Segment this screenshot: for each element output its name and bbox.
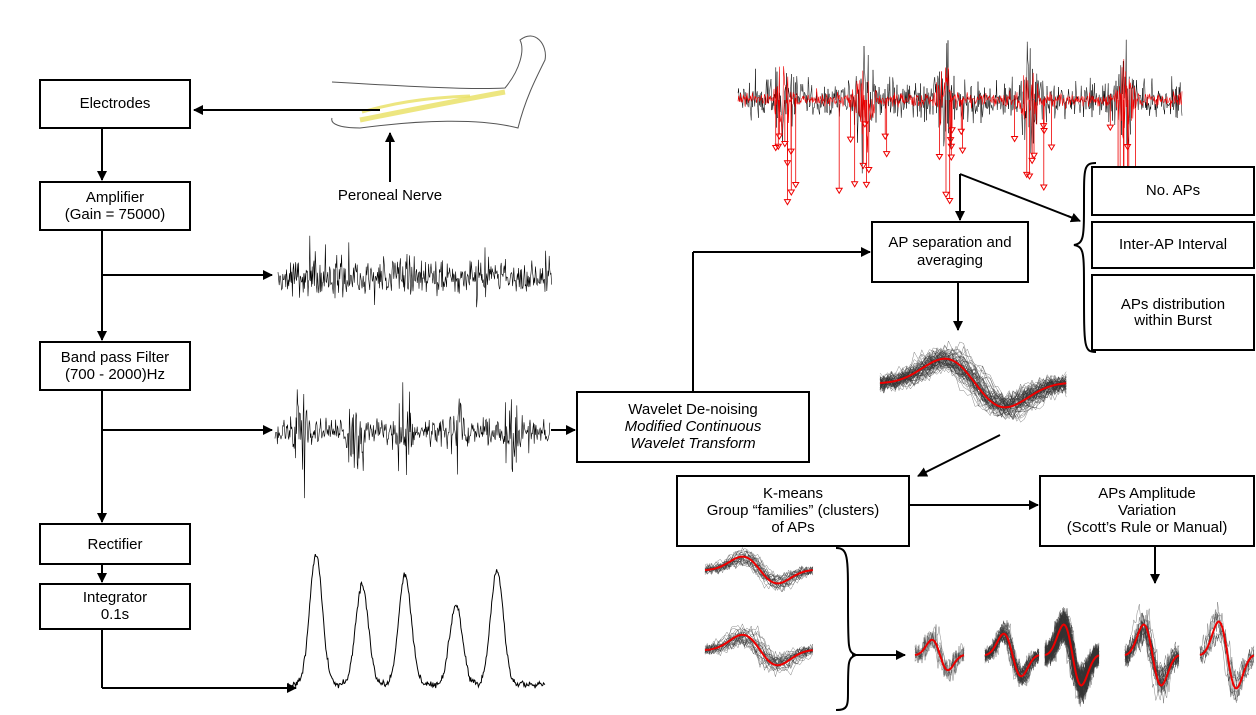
waveform: [1107, 125, 1113, 130]
box-label: 0.1s: [101, 606, 129, 623]
waveform: [863, 182, 869, 187]
waveform: [776, 134, 782, 139]
waveform: [275, 382, 550, 498]
waveform: [848, 137, 854, 142]
box-label: No. APs: [1146, 182, 1200, 199]
waveform: [784, 200, 790, 205]
waveform: [943, 192, 949, 197]
box-label: Integrator: [83, 589, 147, 606]
waveform: [278, 236, 552, 307]
waveform: [882, 134, 888, 139]
box-label: (700 - 2000)Hz: [65, 366, 165, 383]
box-label: Electrodes: [80, 95, 151, 112]
waveform: [852, 182, 858, 187]
box-label: Variation: [1118, 502, 1176, 519]
box-label: Modified Continuous: [625, 418, 762, 435]
waveform: [1200, 622, 1254, 689]
box-label: Amplifier: [86, 189, 144, 206]
waveform: [884, 152, 890, 157]
waveform: [1029, 158, 1035, 163]
waveform: [836, 188, 842, 193]
box-label: (Scott’s Rule or Manual): [1067, 519, 1228, 536]
waveform: [782, 141, 788, 146]
waveform: [738, 40, 1182, 174]
box-label: APs Amplitude: [1098, 485, 1196, 502]
box-label: Wavelet De-noising: [628, 401, 758, 418]
box-label: Inter-AP Interval: [1119, 236, 1227, 253]
waveform: [948, 155, 954, 160]
box-label: (Gain = 75000): [65, 206, 165, 223]
box-label: averaging: [917, 252, 983, 269]
box-label: Band pass Filter: [61, 349, 169, 366]
waveform: [936, 154, 942, 159]
box-label: K-means: [763, 485, 823, 502]
waveform: [788, 190, 794, 195]
box-label: APs distribution: [1121, 296, 1225, 313]
nerve-label: Peroneal Nerve: [338, 187, 442, 204]
box-label: Group “families” (clusters): [707, 502, 880, 519]
box-label: Wavelet Transform: [630, 435, 755, 452]
waveform: [958, 129, 964, 134]
boxes: [40, 80, 1254, 629]
box-label: of APs: [771, 519, 814, 536]
box-label: AP separation and: [888, 234, 1011, 251]
signals: [275, 40, 1254, 707]
waveform: [1012, 137, 1018, 142]
waveform: [1049, 145, 1055, 150]
box-label: Rectifier: [87, 536, 142, 553]
box-label: within Burst: [1133, 312, 1212, 329]
waveform: [793, 183, 799, 188]
waveform: [1041, 185, 1047, 190]
waveform: [288, 554, 545, 688]
leg-illustration: [332, 36, 546, 128]
waveform: [960, 148, 966, 153]
waveform: [947, 198, 953, 203]
diagram: Electrodes Amplifier (Gain = 75000) Band…: [0, 0, 1256, 715]
